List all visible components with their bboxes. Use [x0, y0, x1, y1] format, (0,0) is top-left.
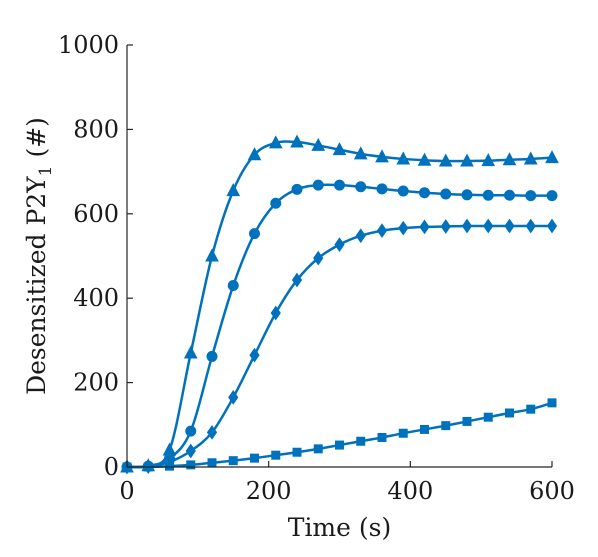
- data-point-square: [186, 460, 196, 470]
- y-ticks: 0 200 400 600 800 1000: [58, 31, 133, 481]
- data-point-diamond: [185, 443, 196, 459]
- data-point-square: [441, 421, 451, 431]
- data-point-circle: [419, 187, 430, 199]
- data-point-triangle: [417, 152, 432, 166]
- data-point-square: [292, 447, 302, 457]
- data-point-diamond: [206, 425, 218, 440]
- data-point-circle: [397, 185, 409, 197]
- data-point-triangle: [375, 149, 389, 163]
- data-point-circle: [546, 190, 558, 202]
- data-point-diamond: [355, 228, 366, 244]
- data-point-diamond: [291, 272, 303, 288]
- data-point-diamond: [398, 220, 409, 236]
- data-point-square: [356, 436, 366, 446]
- plot-area: [120, 134, 559, 475]
- data-point-square: [207, 458, 217, 468]
- y-axis-label-main: Desensitized P2Y: [22, 176, 51, 395]
- data-point-diamond: [228, 389, 239, 405]
- data-point-square: [335, 440, 344, 450]
- data-point-square: [377, 432, 387, 442]
- data-point-circle: [334, 179, 345, 191]
- data-point-circle: [291, 183, 303, 195]
- data-point-circle: [270, 197, 282, 209]
- data-point-diamond: [249, 347, 260, 363]
- data-point-square: [483, 412, 493, 422]
- data-point-triangle: [481, 153, 496, 167]
- data-point-circle: [206, 350, 218, 362]
- data-point-triangle: [205, 248, 219, 262]
- y-tick-label: 0: [104, 453, 119, 481]
- x-axis-label: Time (s): [288, 513, 391, 542]
- x-tick-label: 600: [529, 477, 575, 505]
- data-point-square: [547, 398, 557, 408]
- data-point-square: [505, 408, 514, 418]
- data-point-diamond: [440, 219, 451, 234]
- data-point-square: [228, 456, 238, 466]
- x-tick-label: 0: [119, 477, 134, 505]
- data-point-triangle: [247, 147, 262, 161]
- data-point-circle: [461, 189, 473, 201]
- series-line: [126, 140, 553, 469]
- data-point-triangle: [460, 153, 474, 167]
- y-tick-label: 800: [73, 115, 119, 143]
- data-point-circle: [227, 280, 239, 292]
- data-point-diamond: [334, 237, 345, 252]
- data-point-triangle: [226, 183, 241, 197]
- data-point-diamond: [525, 218, 536, 234]
- data-point-triangle: [438, 153, 453, 167]
- data-point-square: [165, 461, 174, 471]
- data-point-circle: [185, 425, 197, 437]
- x-ticks: 0 200 400 600: [119, 461, 575, 505]
- data-point-circle: [525, 190, 537, 202]
- data-point-diamond: [546, 218, 558, 234]
- data-point-triangle: [545, 150, 559, 164]
- y-tick-label: 200: [73, 369, 119, 397]
- data-point-triangle: [183, 345, 198, 359]
- data-point-diamond: [376, 223, 388, 239]
- y-axis-label-tail: (#): [22, 117, 51, 165]
- y-tick-label: 400: [73, 284, 119, 312]
- data-point-circle: [376, 183, 388, 195]
- data-point-triangle: [523, 151, 538, 165]
- series-triangle: [120, 134, 559, 473]
- data-point-diamond: [270, 305, 281, 321]
- data-point-square: [398, 428, 408, 438]
- data-point-diamond: [419, 219, 430, 235]
- data-point-square: [313, 444, 323, 454]
- data-point-square: [271, 450, 281, 460]
- y-axis-label: Desensitized P2Y1 (#): [22, 117, 56, 395]
- data-point-triangle: [311, 137, 326, 151]
- data-point-circle: [312, 179, 324, 191]
- data-point-triangle: [396, 151, 411, 165]
- data-point-diamond: [461, 218, 473, 234]
- data-point-triangle: [268, 135, 283, 149]
- data-point-circle: [440, 188, 452, 200]
- series-diamond: [121, 218, 558, 475]
- data-point-circle: [355, 181, 367, 193]
- data-point-diamond: [504, 218, 515, 234]
- data-point-square: [250, 453, 259, 463]
- data-point-diamond: [483, 218, 494, 234]
- data-point-circle: [504, 189, 515, 201]
- data-point-diamond: [313, 250, 324, 266]
- data-point-square: [526, 404, 536, 414]
- data-point-triangle: [353, 146, 368, 160]
- data-point-circle: [482, 189, 494, 201]
- y-axis-label-subscript: 1: [36, 165, 56, 176]
- data-point-square: [462, 416, 472, 426]
- y-tick-label: 600: [73, 200, 119, 228]
- y-tick-label: 1000: [58, 31, 119, 59]
- data-point-triangle: [502, 152, 517, 166]
- data-point-triangle: [332, 142, 347, 156]
- data-point-triangle: [290, 134, 304, 148]
- data-point-circle: [249, 228, 260, 240]
- x-tick-label: 200: [246, 477, 292, 505]
- data-point-square: [420, 424, 429, 434]
- x-tick-label: 400: [387, 477, 433, 505]
